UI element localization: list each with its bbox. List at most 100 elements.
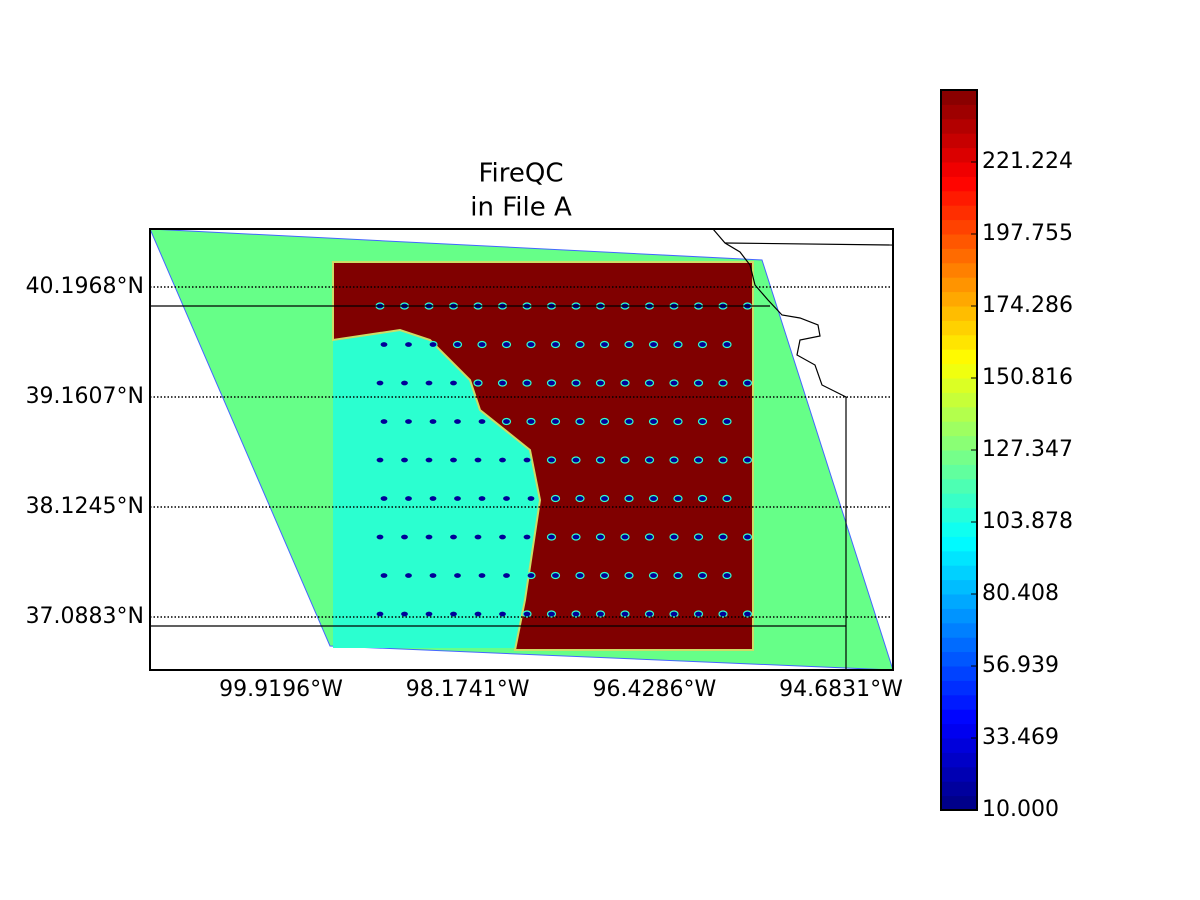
spot	[526, 417, 536, 426]
spot	[624, 340, 634, 349]
spot	[669, 379, 679, 387]
colorbar-band	[941, 493, 977, 509]
colorbar-tick-label: 174.286	[982, 293, 1073, 318]
colorbar-band	[941, 378, 977, 393]
colorbar-band	[941, 522, 977, 537]
spot	[428, 494, 438, 503]
colorbar-band	[941, 104, 977, 120]
spot	[473, 379, 483, 387]
spot	[599, 340, 610, 349]
colorbar-band	[941, 579, 977, 595]
spot	[620, 379, 630, 387]
spot	[497, 379, 508, 387]
spot	[718, 533, 728, 541]
spot	[424, 456, 434, 464]
colorbar-band	[941, 90, 977, 105]
spot	[624, 494, 634, 503]
spot	[522, 379, 532, 387]
spot	[722, 571, 732, 580]
spot	[595, 610, 606, 618]
lon-label: 94.6831°W	[779, 677, 903, 702]
colorbar-band	[941, 147, 977, 163]
colorbar-band	[941, 162, 977, 177]
spot	[526, 494, 536, 503]
spot	[693, 456, 704, 464]
spot	[550, 494, 561, 503]
colorbar-tick-label: 197.755	[982, 221, 1073, 246]
spot	[448, 456, 459, 464]
spot	[697, 571, 708, 580]
colorbar-band	[941, 594, 977, 609]
colorbar-band	[941, 262, 977, 278]
colorbar-band	[941, 752, 977, 768]
spot	[497, 533, 508, 541]
spot	[693, 533, 704, 541]
spot	[718, 379, 728, 387]
colorbar-band	[941, 795, 977, 811]
colorbar-band	[941, 320, 977, 336]
colorbar-band	[941, 205, 977, 221]
spot	[448, 379, 459, 387]
spot	[403, 340, 414, 349]
spot	[424, 379, 434, 387]
lon-label: 98.1741°W	[406, 677, 530, 702]
spot	[644, 456, 655, 464]
spot	[379, 340, 389, 349]
colorbar-band	[941, 478, 977, 494]
colorbar-band	[941, 680, 977, 696]
colorbar-band	[941, 392, 977, 408]
colorbar-band	[941, 536, 977, 552]
spot	[375, 456, 385, 464]
spot	[375, 610, 385, 618]
spot	[599, 494, 610, 503]
spot	[399, 379, 410, 387]
spot	[546, 379, 557, 387]
colorbar-band	[941, 363, 977, 379]
colorbar-band	[941, 608, 977, 624]
spot	[673, 417, 683, 426]
spot	[473, 610, 483, 618]
spot	[673, 340, 683, 349]
spot	[452, 571, 463, 580]
colorbar-tick-label: 80.408	[982, 581, 1059, 606]
title: in File A	[470, 193, 572, 223]
spot	[424, 533, 434, 541]
colorbar-tick-label: 221.224	[982, 149, 1073, 174]
spot	[669, 456, 679, 464]
lat-label: 39.1607°N	[26, 384, 144, 409]
lat-label: 37.0883°N	[26, 604, 144, 629]
spot	[546, 533, 557, 541]
spot	[399, 456, 410, 464]
spot	[501, 494, 512, 503]
spot	[742, 533, 753, 541]
spot	[624, 417, 634, 426]
spot	[501, 340, 512, 349]
spot	[571, 379, 581, 387]
spot	[669, 533, 679, 541]
spot	[473, 456, 483, 464]
colorbar-band	[941, 565, 977, 581]
colorbar-band	[941, 637, 977, 653]
colorbar-band	[941, 291, 977, 307]
spot	[477, 494, 487, 503]
spot	[546, 610, 557, 618]
spot	[718, 456, 728, 464]
colorbar-band	[941, 334, 977, 350]
spot	[448, 610, 459, 618]
spot	[595, 379, 606, 387]
spot	[526, 571, 536, 580]
spot	[620, 610, 630, 618]
spot	[644, 379, 655, 387]
colorbar-band	[941, 277, 977, 293]
spot	[718, 610, 728, 618]
spot	[477, 340, 487, 349]
title: FireQC	[478, 159, 563, 189]
spot	[697, 417, 708, 426]
spot	[620, 456, 630, 464]
colorbar-band	[941, 666, 977, 681]
colorbar-band	[941, 709, 977, 725]
spot	[648, 494, 659, 503]
colorbar-band	[941, 622, 977, 638]
colorbar-band	[941, 234, 977, 249]
spot	[477, 571, 487, 580]
